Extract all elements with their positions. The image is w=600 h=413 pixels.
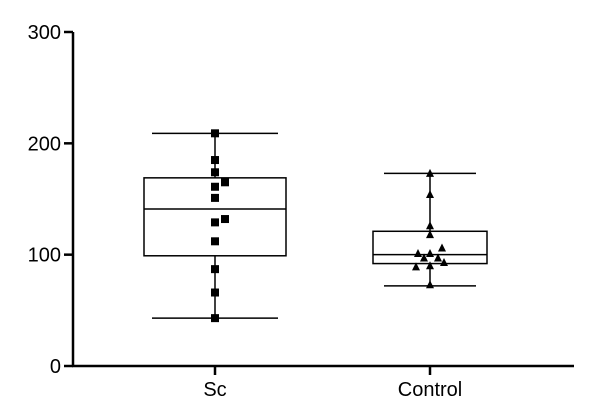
y-tick-label-200: 200	[28, 133, 61, 155]
axes	[64, 30, 574, 375]
data-point-sc	[211, 265, 219, 274]
data-point-sc	[211, 129, 219, 138]
data-point-control	[426, 280, 434, 289]
data-point-control	[426, 190, 434, 199]
data-point-sc	[221, 178, 229, 187]
data-point-sc	[211, 182, 219, 191]
iqr-box	[372, 230, 488, 265]
data-point-control	[434, 253, 442, 262]
data-point-control	[426, 221, 434, 230]
data-point-control	[420, 253, 428, 262]
data-point-sc	[211, 288, 219, 297]
data-point-control	[414, 249, 422, 258]
data-point-sc	[221, 215, 229, 224]
boxes	[143, 132, 488, 319]
data-point-sc	[211, 156, 219, 165]
data-point-control	[412, 262, 420, 271]
data-point-control	[426, 261, 434, 270]
y-tick-label-0: 0	[50, 356, 61, 378]
data-point-control	[438, 243, 446, 252]
data-point-sc	[211, 237, 219, 246]
data-points	[211, 129, 448, 323]
data-point-sc	[211, 168, 219, 177]
y-tick-label-300: 300	[28, 22, 61, 44]
x-tick-label-sc: Sc	[203, 379, 226, 401]
data-point-control	[426, 249, 434, 258]
data-point-control	[426, 230, 434, 239]
x-tick-label-control: Control	[398, 379, 462, 401]
axis-labels: 0 100 200 300 Sc Control	[28, 22, 463, 401]
data-point-sc	[211, 314, 219, 323]
data-point-sc	[211, 218, 219, 227]
y-tick-label-100: 100	[28, 245, 61, 267]
data-point-sc	[211, 193, 219, 202]
data-point-control	[440, 257, 448, 266]
data-point-control	[426, 168, 434, 177]
